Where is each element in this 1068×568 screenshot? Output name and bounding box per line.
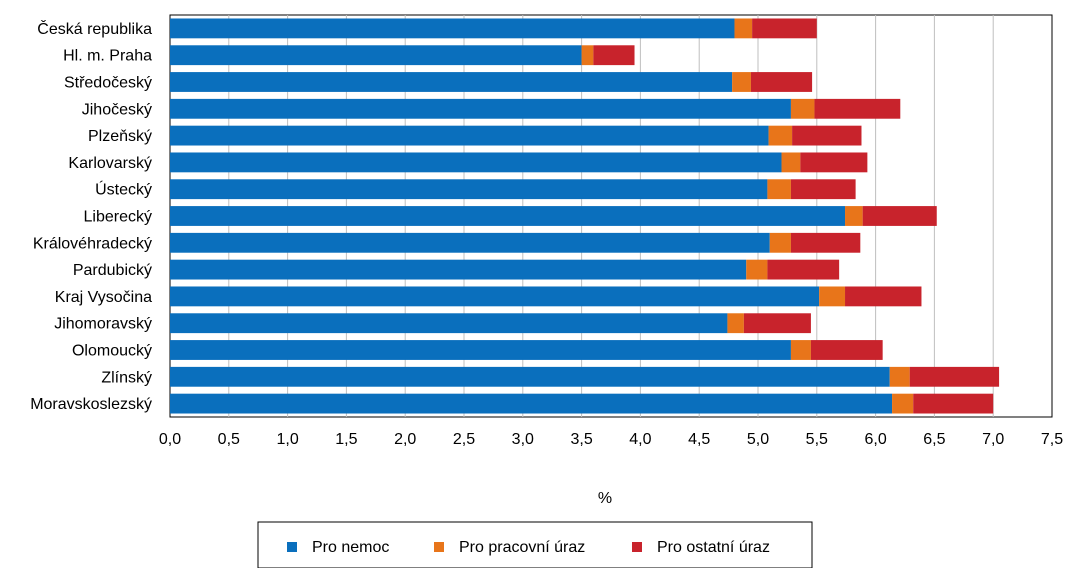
bar-segment xyxy=(790,232,861,253)
category-label: Česká republika xyxy=(37,19,152,38)
category-label: Jihočeský xyxy=(82,101,152,118)
bar-segment xyxy=(819,286,846,307)
bar-segment xyxy=(170,179,768,200)
x-tick-label: 1,0 xyxy=(276,431,298,448)
bars-group xyxy=(170,18,1000,414)
category-label: Karlovarský xyxy=(68,155,152,172)
legend-label: Pro ostatní úraz xyxy=(657,539,770,556)
bar-segment xyxy=(769,232,791,253)
bar-segment xyxy=(170,98,791,119)
x-tick-label: 4,0 xyxy=(629,431,651,448)
bar-segment xyxy=(170,152,782,173)
bar-segment xyxy=(170,366,890,387)
category-label: Královéhradecký xyxy=(33,235,152,252)
category-label: Pardubický xyxy=(73,262,152,279)
x-tick-label: 0,5 xyxy=(218,431,240,448)
bar-segment xyxy=(752,18,817,39)
bar-segment xyxy=(792,125,862,146)
legend-swatch xyxy=(434,542,444,552)
x-tick-label: 4,5 xyxy=(688,431,710,448)
bar-segment xyxy=(810,340,883,360)
bar-segment xyxy=(781,152,801,173)
x-tick-labels: 0,0 0,5 1,0 1,5 2,0 2,5 3,0 3,5 4,0 4,5 5,0 5,5 6,0 6… xyxy=(159,431,1063,448)
x-tick-label: 1,5 xyxy=(335,431,357,448)
bar-segment xyxy=(170,125,769,146)
bar-segment xyxy=(768,125,793,146)
bar-segment xyxy=(889,366,910,387)
legend-swatch xyxy=(287,542,297,552)
legend-label: Pro pracovní úraz xyxy=(459,539,585,556)
x-axis-title: % xyxy=(598,490,612,507)
bar-segment xyxy=(750,72,813,92)
bar-segment xyxy=(845,286,922,307)
x-tick-label: 6,0 xyxy=(864,431,886,448)
bar-segment xyxy=(170,313,728,334)
bar-segment xyxy=(767,259,840,280)
legend-box xyxy=(257,521,813,568)
bar-segment xyxy=(170,232,770,253)
category-label: Hl. m. Praha xyxy=(63,48,152,65)
bar-segment xyxy=(845,206,863,226)
category-label: Zlínský xyxy=(101,369,152,386)
bar-segment xyxy=(732,72,751,92)
bar-segment xyxy=(581,45,594,66)
category-label: Kraj Vysočina xyxy=(55,289,152,306)
bar-segment xyxy=(909,366,1000,387)
bar-segment xyxy=(862,206,937,226)
bar-segment xyxy=(814,98,901,119)
x-tick-label: 5,0 xyxy=(747,431,769,448)
bar-segment xyxy=(913,393,994,414)
x-tick-label: 5,5 xyxy=(806,431,828,448)
bar-segment xyxy=(800,152,868,173)
bar-segment xyxy=(790,179,856,200)
category-labels: Česká republika Hl. m. Praha Středočeský Ji… xyxy=(30,19,152,413)
bar-segment xyxy=(170,259,747,280)
category-label: Olomoucký xyxy=(72,343,152,360)
x-tick-label: 2,5 xyxy=(453,431,475,448)
bar-segment xyxy=(170,340,791,360)
bar-segment xyxy=(734,18,753,39)
category-label: Liberecký xyxy=(84,209,152,226)
bar-segment xyxy=(170,206,846,226)
bar-segment xyxy=(767,179,791,200)
x-tick-label: 3,5 xyxy=(570,431,592,448)
bar-segment xyxy=(170,72,733,92)
bar-segment xyxy=(593,45,635,66)
category-label: Plzeňský xyxy=(88,128,152,145)
bar-segment xyxy=(746,259,768,280)
category-label: Ústecký xyxy=(95,180,152,199)
legend-swatch xyxy=(632,542,642,552)
category-label: Jihomoravský xyxy=(54,316,152,333)
bar-segment xyxy=(170,45,582,66)
x-tick-label: 3,0 xyxy=(512,431,534,448)
category-label: Středočeský xyxy=(64,75,152,92)
bar-segment xyxy=(790,340,811,360)
x-tick-label: 2,0 xyxy=(394,431,416,448)
bar-segment xyxy=(170,18,735,39)
x-tick-label: 7,0 xyxy=(982,431,1004,448)
x-tick-label: 7,5 xyxy=(1041,431,1063,448)
legend-label: Pro nemoc xyxy=(312,539,389,556)
x-tick-label: 6,5 xyxy=(923,431,945,448)
bar-segment xyxy=(892,393,914,414)
bar-segment xyxy=(743,313,811,334)
bar-segment xyxy=(170,286,820,307)
bar-segment xyxy=(790,98,815,119)
legend: Pro nemoc Pro pracovní úraz Pro ostatní úr… xyxy=(257,521,813,568)
bar-segment xyxy=(170,393,893,414)
x-tick-label: 0,0 xyxy=(159,431,181,448)
bar-segment xyxy=(727,313,744,334)
category-label: Moravskoslezský xyxy=(30,396,152,413)
